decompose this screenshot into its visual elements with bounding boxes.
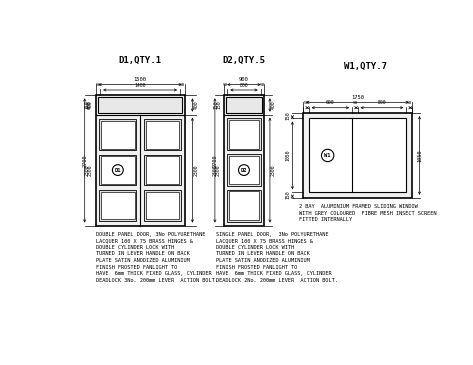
Text: 150: 150 [213, 101, 218, 110]
Text: D2,QTY.5: D2,QTY.5 [222, 56, 265, 65]
Bar [101, 121, 135, 149]
Text: 1750: 1750 [351, 95, 364, 100]
Text: D1,QTY.1: D1,QTY.1 [119, 56, 162, 65]
Text: 1050: 1050 [417, 149, 422, 162]
Bar [309, 119, 406, 192]
Bar [226, 97, 262, 113]
Bar [228, 190, 261, 222]
Text: 50: 50 [303, 101, 308, 105]
Text: 1400: 1400 [134, 83, 146, 88]
Bar [99, 155, 136, 185]
Bar [144, 155, 181, 185]
Bar [99, 119, 136, 150]
Bar [229, 156, 259, 184]
Bar [96, 95, 184, 226]
Text: 2 BAY  ALUMINIUM FRAMED SLIDING WINDOW
WITH GREY COLOURED  FIBRE MESH INSECT SCR: 2 BAY ALUMINIUM FRAMED SLIDING WINDOW WI… [299, 204, 437, 222]
Text: 400: 400 [88, 101, 92, 110]
Text: 2300: 2300 [88, 164, 92, 176]
Bar [146, 121, 179, 149]
Text: 800: 800 [240, 83, 248, 88]
Bar [144, 190, 181, 221]
Text: 150: 150 [84, 101, 89, 110]
Bar [224, 95, 264, 226]
Text: D2: D2 [241, 168, 247, 173]
Text: 50: 50 [260, 83, 265, 87]
Circle shape [322, 149, 334, 162]
Bar [303, 113, 412, 198]
Bar [229, 191, 259, 220]
Bar [229, 120, 259, 149]
Text: 150: 150 [286, 111, 291, 120]
Text: W1,QTY.7: W1,QTY.7 [344, 62, 387, 72]
Bar [98, 97, 183, 113]
Text: 50: 50 [352, 101, 358, 105]
Bar [101, 156, 135, 184]
Bar [228, 154, 261, 186]
Text: SINGLE PANEL DOOR,  3No POLYURETHANE
LACQUER 100 X 75 BRASS HINGES &
DOUBLE CYLI: SINGLE PANEL DOOR, 3No POLYURETHANE LACQ… [217, 232, 338, 283]
Text: 400: 400 [87, 101, 92, 110]
Text: DOUBLE PANEL DOOR, 3No POLYURETHANE
LACQUER 100 X 75 BRASS HINGES &
DOUBLE CYLIN: DOUBLE PANEL DOOR, 3No POLYURETHANE LACQ… [96, 232, 218, 283]
Text: 800: 800 [377, 100, 386, 105]
Text: 1500: 1500 [133, 77, 147, 82]
Text: D1: D1 [114, 168, 121, 173]
Text: 2300: 2300 [84, 164, 89, 176]
Circle shape [113, 165, 123, 176]
Text: 150: 150 [286, 191, 291, 199]
Bar [146, 192, 179, 219]
Text: 2300: 2300 [213, 164, 218, 176]
Text: 400: 400 [194, 101, 199, 110]
Bar [99, 190, 136, 221]
Text: 2700: 2700 [212, 154, 218, 167]
Bar [228, 119, 261, 150]
Text: 50: 50 [223, 83, 228, 87]
Text: 2300: 2300 [271, 164, 276, 176]
Text: 150: 150 [216, 101, 221, 110]
Text: 50: 50 [406, 101, 412, 105]
Text: 50: 50 [95, 83, 100, 87]
Text: 400: 400 [271, 101, 276, 110]
Bar [101, 192, 135, 219]
Text: W1: W1 [324, 153, 331, 158]
Text: 50: 50 [180, 83, 185, 87]
Bar [146, 156, 179, 184]
Text: 2700: 2700 [82, 154, 88, 167]
Text: 900: 900 [239, 77, 249, 82]
Bar [144, 119, 181, 150]
Circle shape [238, 165, 249, 176]
Text: 1050: 1050 [286, 150, 291, 161]
Text: 2300: 2300 [194, 164, 199, 176]
Text: 2300: 2300 [216, 164, 221, 176]
Text: 600: 600 [326, 100, 335, 105]
